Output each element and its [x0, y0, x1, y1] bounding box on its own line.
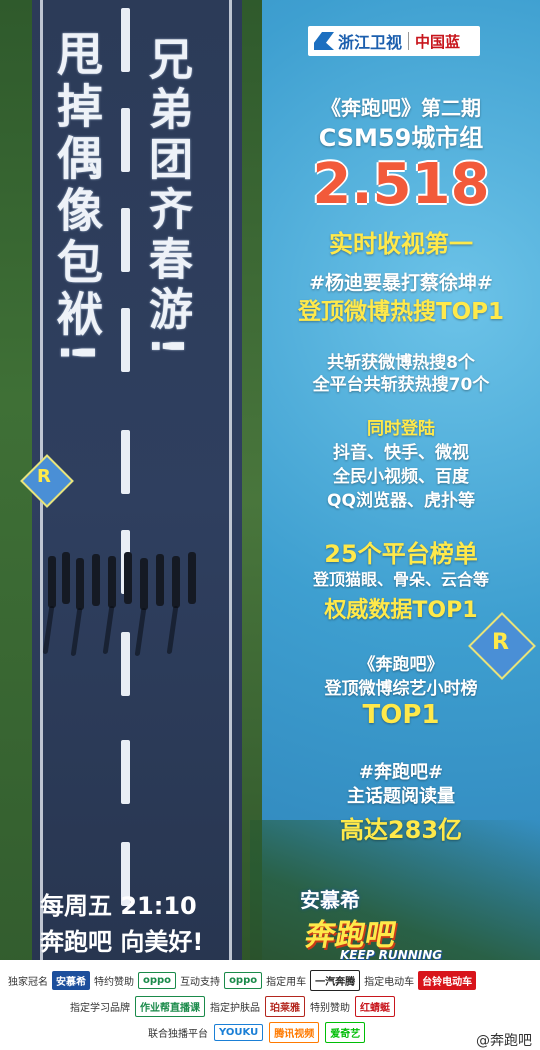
runner-figure [48, 556, 56, 608]
channel-divider [408, 32, 410, 50]
sponsor-logo: 安慕希 [52, 971, 90, 990]
program-line: 《奔跑吧》第二期 [321, 96, 481, 120]
road-dash [121, 842, 130, 906]
same-time-title: 同时登陆 [367, 419, 435, 439]
platforms-line-2: 全民小视频、百度 [333, 467, 469, 487]
runner-figure [140, 558, 148, 610]
platforms-line-3: QQ浏览器、虎扑等 [327, 491, 475, 511]
sponsor-label: 指定学习品牌 [70, 1003, 130, 1014]
topic-label: 主话题阅读量 [347, 786, 455, 807]
board-result: 权威数据TOP1 [324, 598, 478, 623]
airtime-schedule: 每周五 21:10 [40, 892, 197, 920]
sponsor-label: 指定电动车 [364, 977, 415, 988]
sponsor-logo: 珀莱雅 [265, 996, 305, 1017]
sponsor-logo: 红蜻蜓 [355, 996, 395, 1017]
sponsor-logo: 一汽奔腾 [310, 970, 361, 991]
sponsor-logo: 作业帮直播课 [135, 996, 205, 1017]
road-dash [121, 740, 130, 804]
variety-line: 登顶微博综艺小时榜 [324, 679, 478, 699]
show-logo-brand: 安慕希 [300, 888, 360, 912]
road-edge-right [229, 0, 232, 1000]
hashtag-1-result: 登顶微博热搜TOP1 [297, 299, 505, 325]
sponsor-label: 指定护肤品 [210, 1003, 260, 1014]
sponsor-logo: oppo [224, 972, 263, 989]
sponsor-label: 独家冠名 [8, 977, 48, 988]
topic-hashtag: #奔跑吧# [358, 762, 444, 783]
board-count: 25个平台榜单 [324, 540, 478, 568]
runner-figure [92, 554, 100, 606]
sponsor-label: 互动支持 [180, 977, 221, 988]
airtime-tagline: 奔跑吧 向美好! [40, 928, 204, 956]
left-grass-strip [0, 0, 32, 1000]
board-detail: 登顶猫眼、骨朵、云合等 [312, 570, 489, 589]
kite-left-letter: R [37, 466, 51, 487]
weibo-handle: @奔跑吧 [476, 1033, 532, 1049]
iqiyi-logo: 爱奇艺 [325, 1022, 366, 1043]
runner-figure [172, 556, 180, 608]
platforms-line-1: 抖音、快手、微视 [333, 443, 469, 463]
all-platform-line: 全平台共斩获热搜70个 [312, 375, 490, 395]
runner-figure [124, 552, 132, 604]
kite-right-letter: R [492, 630, 509, 655]
road-background [32, 0, 242, 1000]
runner-figure [76, 558, 84, 610]
rating-desc: 实时收视第一 [329, 230, 473, 258]
variety-result: TOP1 [362, 700, 440, 730]
topic-value: 高达283亿 [339, 816, 463, 844]
road-dash [121, 208, 130, 272]
sponsor-row-1: 独家冠名 安慕希 特约赞助 oppo 互动支持 oppo 指定用车 一汽奔腾 指… [8, 970, 477, 991]
road-dash [121, 8, 130, 72]
sponsor-row-2: 指定学习品牌 作业帮直播课 指定护肤品 珀莱雅 特别赞助 红蜻蜓 [70, 996, 395, 1017]
road-dash [121, 108, 130, 172]
sponsor-label: 特约赞助 [94, 977, 134, 988]
slogan-left: 甩掉偶像包袱! [50, 30, 104, 369]
hashtag-1: #杨迪要暴打蔡徐坤# [309, 272, 493, 294]
zhejiang-tv-logo-icon [314, 32, 334, 50]
channel-name: 浙江卫视 [338, 33, 403, 52]
show-title: 《奔跑吧》 [358, 655, 444, 675]
weibo-hot-line: 共斩获微博热搜8个 [327, 353, 475, 373]
channel-sub: 中国蓝 [415, 32, 461, 51]
runner-figure [108, 556, 116, 608]
runner-figure [62, 552, 70, 604]
rating-group: CSM59城市组 [318, 124, 484, 152]
sponsor-logo: 台铃电动车 [418, 971, 477, 990]
sponsor-row-3: 联合独播平台 YOUKU 腾讯视频 爱奇艺 [148, 1022, 366, 1043]
slogan-right: 兄弟团齐春游! [141, 36, 192, 363]
tencent-video-logo: 腾讯视频 [269, 1022, 320, 1043]
runner-figure [188, 552, 196, 604]
streaming-label: 联合独播平台 [148, 1029, 208, 1040]
road-dash [121, 430, 130, 494]
channel-logo: 浙江卫视 中国蓝 [308, 26, 480, 56]
sponsor-label: 指定用车 [266, 977, 307, 988]
runner-figure [156, 554, 164, 606]
rating-value: 2.518 [312, 152, 490, 217]
sponsor-label: 特别赞助 [310, 1003, 350, 1014]
show-logo-english: KEEP RUNNING [340, 948, 443, 962]
road-dash [121, 632, 130, 696]
road-dash [121, 308, 130, 372]
sponsor-logo: oppo [138, 972, 177, 989]
youku-logo: YOUKU [214, 1024, 264, 1041]
